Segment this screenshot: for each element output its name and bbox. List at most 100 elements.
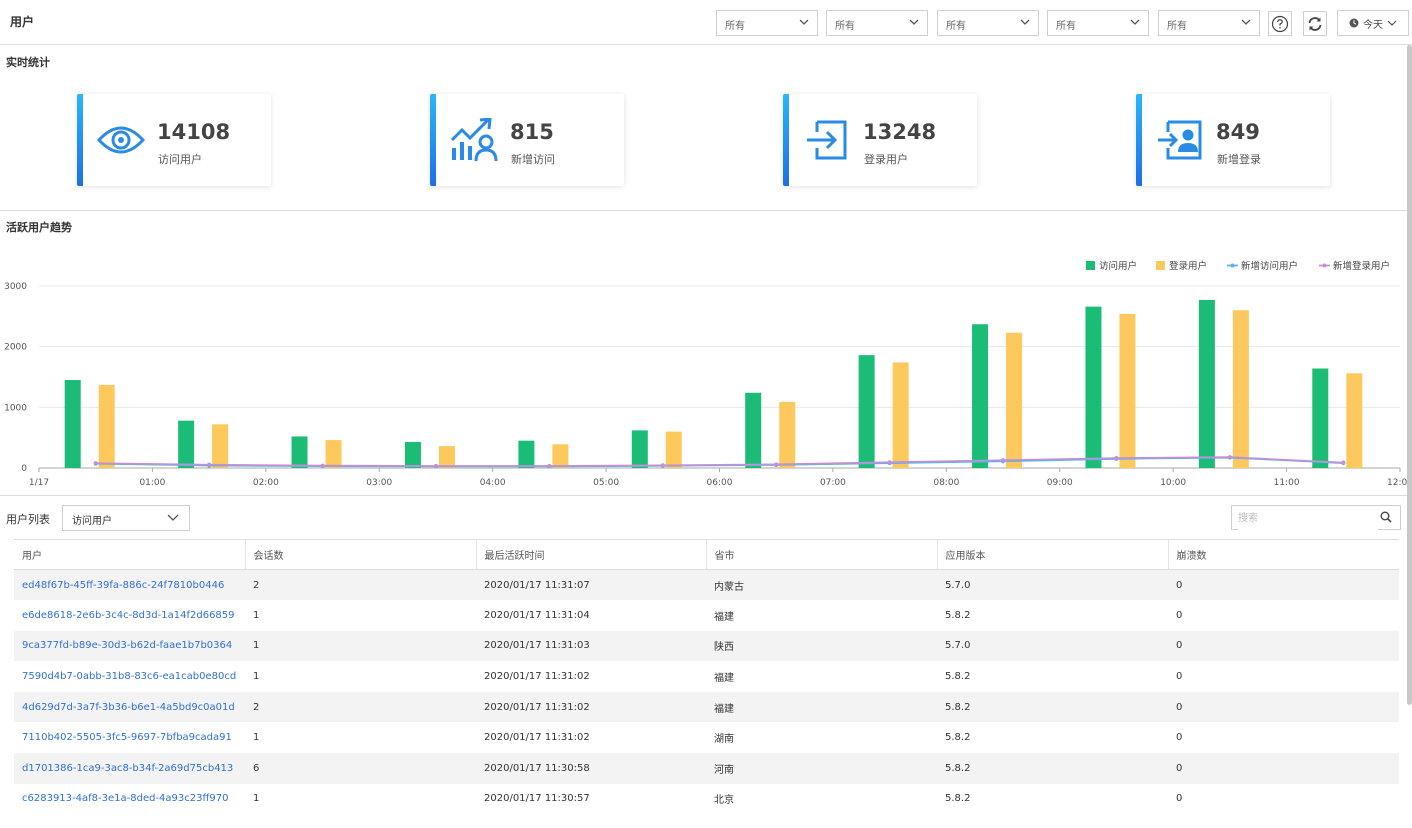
column-header[interactable]: 省市	[706, 539, 938, 570]
column-header[interactable]: 会话数	[245, 539, 477, 570]
user-id-link[interactable]: e6de8618-2e6b-3c4c-8d3d-1a14f2d66859	[22, 609, 235, 621]
table-cell: 6	[245, 753, 476, 784]
bar-logins[interactable]	[212, 424, 229, 468]
filter-select-3[interactable]: 所有	[937, 10, 1039, 36]
column-header[interactable]: 最后活跃时间	[476, 539, 707, 570]
bar-visitors[interactable]	[404, 441, 421, 468]
line-point[interactable]	[320, 463, 325, 468]
table-row[interactable]: c6283913-4af8-3e1a-8ded-4a93c23ff970 1 202…	[14, 784, 1399, 815]
scrollbar[interactable]	[1407, 45, 1412, 705]
bar-visitors[interactable]	[1085, 306, 1102, 468]
user-id-link[interactable]: 7110b402-5505-3fc5-9697-7bfba9cada91	[22, 732, 232, 744]
question-icon	[1271, 15, 1289, 32]
line-point[interactable]	[660, 463, 665, 468]
line-point[interactable]	[433, 463, 438, 468]
filter-select-2[interactable]: 所有	[826, 10, 928, 36]
user-type-select[interactable]: 访问用户	[62, 505, 190, 531]
bar-visitors[interactable]	[972, 324, 989, 468]
table-cell: 北京	[714, 795, 734, 807]
table-cell: 0	[1168, 569, 1399, 601]
line-point[interactable]	[1341, 460, 1346, 465]
bar-logins[interactable]	[1232, 310, 1249, 468]
table-cell: 2	[245, 691, 476, 723]
legend-label[interactable]: 新增访问用户	[1241, 260, 1298, 272]
legend-label[interactable]: 新增登录用户	[1333, 260, 1390, 272]
bar-logins[interactable]	[665, 431, 682, 468]
user-id-link[interactable]: d1701386-1ca9-3ac8-b34f-2a69d75cb413	[22, 762, 234, 774]
legend-label[interactable]: 访问用户	[1099, 260, 1137, 272]
filter-select-5[interactable]: 所有	[1158, 10, 1260, 36]
stat-value: 14108	[157, 120, 231, 144]
bar-visitors[interactable]	[291, 436, 308, 468]
chevron-down-icon	[1020, 19, 1030, 25]
card-accent	[430, 94, 436, 186]
filter-select-1[interactable]: 所有	[716, 10, 818, 36]
table-row[interactable]: e6de8618-2e6b-3c4c-8d3d-1a14f2d66859 1 202…	[14, 600, 1399, 631]
y-tick-label: 0	[21, 464, 27, 474]
table-row[interactable]: 7110b402-5505-3fc5-9697-7bfba9cada91 1 202…	[14, 722, 1399, 753]
x-tick-label: 04:00	[480, 478, 506, 488]
bar-logins[interactable]	[892, 362, 909, 468]
table-row[interactable]: ed48f67b-45ff-39fa-886c-24f7810b0446 2 202…	[14, 569, 1399, 601]
bar-visitors[interactable]	[631, 430, 648, 468]
table-row[interactable]: 4d629d7d-3a7f-3b36-b6e1-4a5bd9c0a01d 2 202…	[14, 691, 1399, 723]
legend-swatch-dot	[1322, 263, 1327, 268]
column-header[interactable]: 用户	[14, 539, 246, 570]
bar-logins[interactable]	[779, 401, 796, 468]
bar-visitors[interactable]	[1198, 299, 1215, 468]
chevron-down-icon	[799, 19, 809, 25]
refresh-button[interactable]	[1303, 11, 1327, 36]
table-cell: 5.7.0	[937, 569, 1168, 601]
line-point[interactable]	[1227, 455, 1232, 460]
table-row[interactable]: d1701386-1ca9-3ac8-b34f-2a69d75cb413 6 202…	[14, 753, 1399, 784]
user-id-link[interactable]: ed48f67b-45ff-39fa-886c-24f7810b0446	[22, 579, 225, 591]
table-cell: 福建	[714, 673, 734, 685]
line-point[interactable]	[547, 463, 552, 468]
table-cell: 内蒙古	[706, 569, 937, 601]
table-cell: ed48f67b-45ff-39fa-886c-24f7810b0446	[14, 569, 245, 601]
table-row[interactable]: 7590d4b7-0abb-31b8-83c6-ea1cab0e80cd 1 202…	[14, 661, 1399, 692]
date-range-label: 今天	[1363, 19, 1383, 31]
x-tick-label: 05:00	[593, 478, 619, 488]
search-box[interactable]	[1231, 505, 1401, 530]
line-point[interactable]	[207, 462, 212, 467]
bar-visitors[interactable]	[1312, 368, 1329, 468]
search-icon[interactable]	[1380, 511, 1392, 523]
line-point[interactable]	[1114, 455, 1119, 460]
stat-label: 登录用户	[864, 153, 908, 166]
bar-logins[interactable]	[325, 440, 342, 468]
table-cell: 7590d4b7-0abb-31b8-83c6-ea1cab0e80cd	[14, 661, 245, 692]
bar-logins[interactable]	[552, 444, 569, 468]
bar-logins[interactable]	[1346, 373, 1363, 468]
table-row[interactable]: 9ca377fd-b89e-30d3-b62d-faae1b7b0364 1 202…	[14, 630, 1399, 662]
bar-visitors[interactable]	[64, 380, 81, 468]
table-cell: 5.8.2	[937, 753, 1168, 784]
legend-label[interactable]: 登录用户	[1169, 260, 1207, 272]
table-cell: 2020/01/17 11:31:03	[476, 630, 706, 662]
bar-logins[interactable]	[98, 384, 115, 468]
line-point[interactable]	[1001, 458, 1006, 463]
bar-visitors[interactable]	[518, 440, 535, 468]
bar-logins[interactable]	[1119, 313, 1136, 468]
table-cell: 福建	[714, 611, 734, 623]
bar-visitors[interactable]	[745, 392, 762, 468]
line-point[interactable]	[887, 460, 892, 465]
bar-logins[interactable]	[1006, 332, 1023, 468]
bar-visitors[interactable]	[858, 355, 875, 468]
bar-logins[interactable]	[438, 446, 455, 468]
column-header[interactable]: 崩溃数	[1168, 539, 1399, 570]
filter-select-4[interactable]: 所有	[1047, 10, 1149, 36]
table-cell: 9ca377fd-b89e-30d3-b62d-faae1b7b0364	[14, 630, 245, 662]
bar-visitors[interactable]	[178, 420, 195, 468]
user-id-link[interactable]: c6283913-4af8-3e1a-8ded-4a93c23ff970	[22, 793, 229, 805]
line-point[interactable]	[93, 461, 98, 466]
stat-card-logins: 13248 登录用户	[783, 94, 977, 186]
date-range-button[interactable]: 今天	[1337, 10, 1409, 36]
user-id-link[interactable]: 9ca377fd-b89e-30d3-b62d-faae1b7b0364	[22, 640, 233, 652]
line-point[interactable]	[774, 462, 779, 467]
user-id-link[interactable]: 4d629d7d-3a7f-3b36-b6e1-4a5bd9c0a01d	[22, 701, 235, 713]
column-header[interactable]: 应用版本	[937, 539, 1169, 570]
search-input[interactable]	[1238, 507, 1378, 530]
help-button[interactable]	[1268, 11, 1292, 36]
user-id-link[interactable]: 7590d4b7-0abb-31b8-83c6-ea1cab0e80cd	[22, 671, 237, 683]
